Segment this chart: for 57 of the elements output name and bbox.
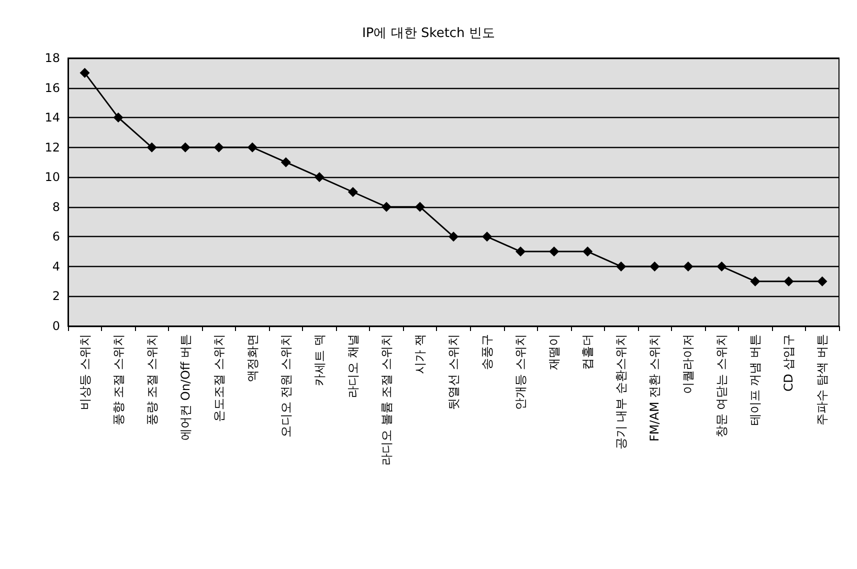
x-tick-label: 공기 내부 순환스위치 [614,334,628,450]
y-tick-label: 8 [52,200,60,214]
point [650,261,660,272]
point [247,142,258,152]
x-tick-label: 테이프 꺼냄 버튼 [748,334,762,426]
point [683,261,694,272]
point [214,142,224,152]
y-tick-label: 4 [52,259,60,274]
x-tick-label: 뒷열선 스위치 [446,334,460,410]
y-tick-label: 10 [44,170,60,184]
point [716,261,727,272]
x-tick-label: 라디오 채널 [346,334,360,398]
y-tick-label: 14 [44,110,60,125]
x-tick-label: 안개등 스위치 [514,334,528,410]
point [817,276,828,286]
x-tick-label: 액정화면 [245,334,260,382]
point [482,232,492,242]
point [784,276,794,286]
point [750,276,760,286]
y-tick-label: 16 [44,80,60,95]
y-tick-label: 6 [52,230,60,244]
point [616,261,626,272]
x-tick-label: 풍량 조절 스위치 [144,334,159,426]
y-tick-label: 2 [52,289,60,304]
x-tick-label: 송풍구 [480,334,494,370]
point [146,142,157,152]
x-tick-label: 온도조절 스위치 [212,334,226,422]
x-tick-label: 시가 잭 [412,334,427,374]
y-tick-label: 12 [44,140,60,154]
point [113,112,124,123]
point [549,246,560,257]
x-tick-label: CD 삽입구 [782,334,796,392]
x-tick-label: 창문 여닫는 스위치 [714,334,729,438]
x-tick-label: 재떨이 [547,334,562,370]
point [348,187,358,197]
point [80,68,90,78]
x-tick-label: 풍향 조절 스위치 [111,334,126,426]
point [381,202,392,212]
x-tick-label: 비상등 스위치 [78,334,92,410]
point [414,202,425,212]
x-tick-label: 컵홀더 [580,334,595,370]
point [448,232,458,242]
point [314,172,324,182]
point [582,246,593,257]
x-tick-label: 이퀄라이저 [681,334,696,394]
x-tick-label: 카세트 덱 [312,334,326,386]
x-tick-label: 에어컨 On/Off 버튼 [178,334,192,440]
chart-title: IP에 대한 Sketch 빈도 [362,26,495,41]
point [280,157,291,168]
x-tick-label: 주파수 탐색 버튼 [815,334,830,426]
x-tick-label: FM/AM 전환 스위치 [648,334,662,442]
x-tick-label: 오디오 전원 스위치 [278,334,293,438]
y-tick-label: 18 [44,51,60,65]
y-tick-label: 0 [52,319,60,333]
x-tick-label: 라디오 볼륨 조절 스위치 [379,334,394,466]
point [516,246,526,257]
point [180,142,190,152]
